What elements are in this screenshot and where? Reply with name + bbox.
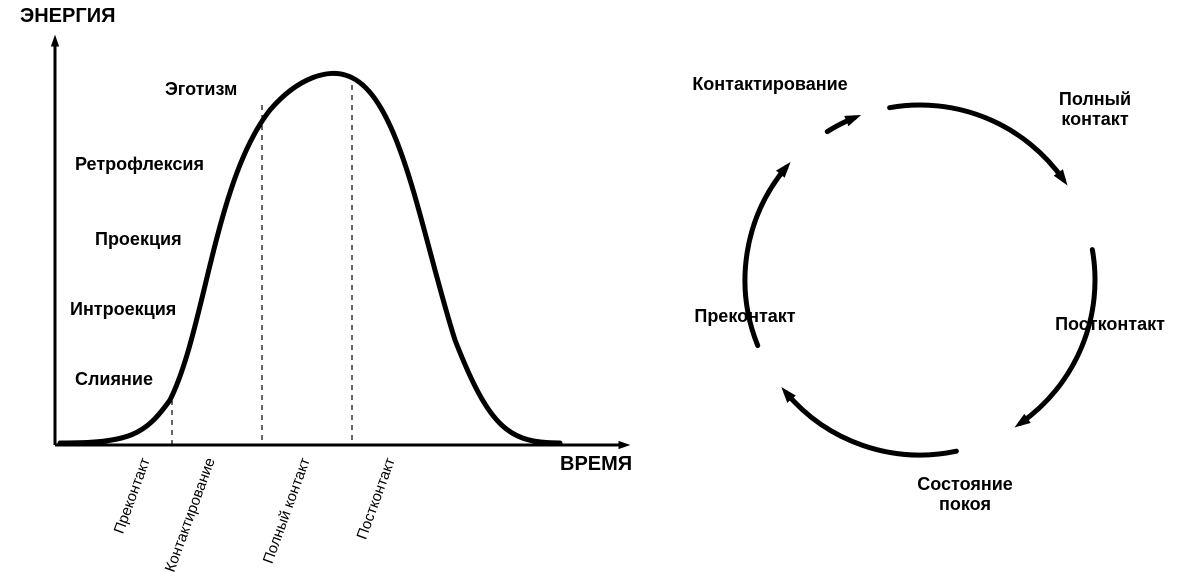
diagram-canvas: ЭНЕРГИЯ ВРЕМЯ Эготизм Ретрофлексия Проекция И… bbox=[0, 0, 1200, 573]
curve-stage-label: Интроекция bbox=[70, 299, 176, 319]
cycle-node-label: Состояние bbox=[917, 474, 1013, 494]
cycle-arrow bbox=[1020, 250, 1095, 424]
x-phase-label-group: Контактирование bbox=[162, 456, 219, 573]
x-phase-label: Преконтакт bbox=[111, 455, 154, 536]
energy-curve-chart: ЭНЕРГИЯ ВРЕМЯ Эготизм Ретрофлексия Проекция И… bbox=[20, 5, 632, 573]
curve-stage-label: Эготизм bbox=[165, 79, 237, 99]
cycle-node-label: Постконтакт bbox=[1055, 314, 1165, 334]
curve-stage-label: Ретрофлексия bbox=[75, 154, 204, 174]
cycle-node-label: Преконтакт bbox=[694, 306, 795, 326]
cycle-node-label: покоя bbox=[939, 494, 991, 514]
x-phase-label-group: Постконтакт bbox=[354, 455, 399, 541]
x-phase-label: Контактирование bbox=[162, 456, 219, 573]
cycle-node-label: Контактирование bbox=[692, 74, 847, 94]
curve-stage-label: Проекция bbox=[95, 229, 182, 249]
x-phase-label: Постконтакт bbox=[354, 455, 399, 541]
cycle-arrow bbox=[890, 105, 1064, 180]
x-phase-label-group: Преконтакт bbox=[111, 455, 154, 536]
cycle-node-label: контакт bbox=[1061, 109, 1128, 129]
x-axis-label: ВРЕМЯ bbox=[560, 453, 632, 475]
cycle-arrow bbox=[786, 392, 956, 455]
curve-stage-label: Слияние bbox=[75, 369, 153, 389]
cycle-node-label: Полный bbox=[1059, 89, 1131, 109]
contact-cycle: Контактирование Полныйконтакт Постконтакт С… bbox=[692, 74, 1165, 514]
cycle-arrow bbox=[827, 118, 854, 132]
x-phase-label: Полный контакт bbox=[260, 455, 314, 565]
x-phase-label-group: Полный контакт bbox=[260, 455, 314, 565]
y-axis-label: ЭНЕРГИЯ bbox=[20, 5, 115, 27]
